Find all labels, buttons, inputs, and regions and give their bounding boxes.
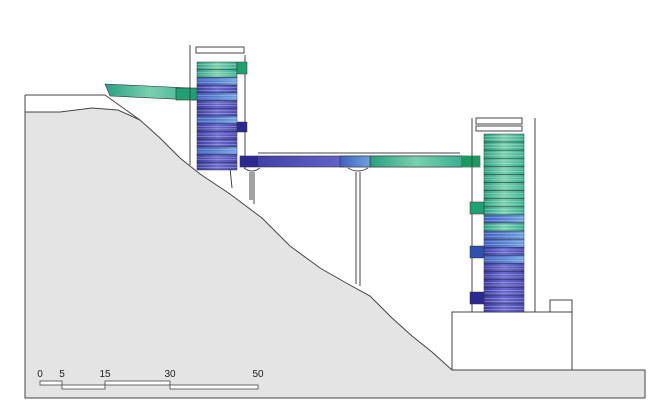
balcony <box>236 121 248 133</box>
left-tower-floors <box>196 61 248 171</box>
floor <box>196 146 238 155</box>
supports <box>243 167 369 286</box>
floor <box>196 131 238 140</box>
floor <box>483 182 525 191</box>
balcony <box>469 201 485 215</box>
floor <box>483 174 525 183</box>
balcony <box>236 61 248 75</box>
floor <box>196 138 238 148</box>
floor <box>483 295 525 305</box>
bridge-node <box>462 156 480 167</box>
floor <box>483 247 525 256</box>
floor <box>483 238 525 248</box>
floor <box>196 77 238 86</box>
ramp-joint <box>175 87 199 101</box>
floor <box>196 154 238 163</box>
scale-label: 5 <box>59 369 65 380</box>
floor <box>483 255 525 264</box>
floor <box>196 100 238 109</box>
right-tower-floors <box>469 133 525 313</box>
floor <box>483 149 525 159</box>
floor <box>196 92 238 101</box>
floor <box>483 158 525 167</box>
floor <box>196 115 238 124</box>
floor <box>483 279 525 288</box>
floor <box>196 69 238 78</box>
floor <box>483 198 525 208</box>
floor <box>196 84 238 94</box>
floor <box>196 108 238 117</box>
floor <box>196 123 238 132</box>
scale-label: 15 <box>99 369 111 380</box>
scale-label: 50 <box>252 369 264 380</box>
floor <box>483 214 525 224</box>
floor <box>483 206 525 216</box>
floor <box>483 190 525 199</box>
balcony <box>469 245 485 259</box>
floor <box>483 303 525 313</box>
floor <box>483 263 525 272</box>
floor <box>483 230 525 240</box>
floor <box>483 287 525 297</box>
floor <box>196 61 238 70</box>
floor <box>483 222 525 232</box>
floor <box>483 141 525 151</box>
floor <box>483 133 525 143</box>
plateau <box>24 94 141 121</box>
bridge-node <box>240 156 258 167</box>
bridge-green <box>369 155 463 168</box>
scale-label: 0 <box>37 369 43 380</box>
scale-bar: 0 5 15 30 50 <box>37 369 264 390</box>
scale-label: 30 <box>164 369 176 380</box>
floor <box>196 162 238 171</box>
bridge-node <box>339 155 371 168</box>
floor <box>483 271 525 280</box>
balcony <box>469 291 485 305</box>
right-tower-frame <box>451 117 573 371</box>
floor <box>483 166 525 175</box>
